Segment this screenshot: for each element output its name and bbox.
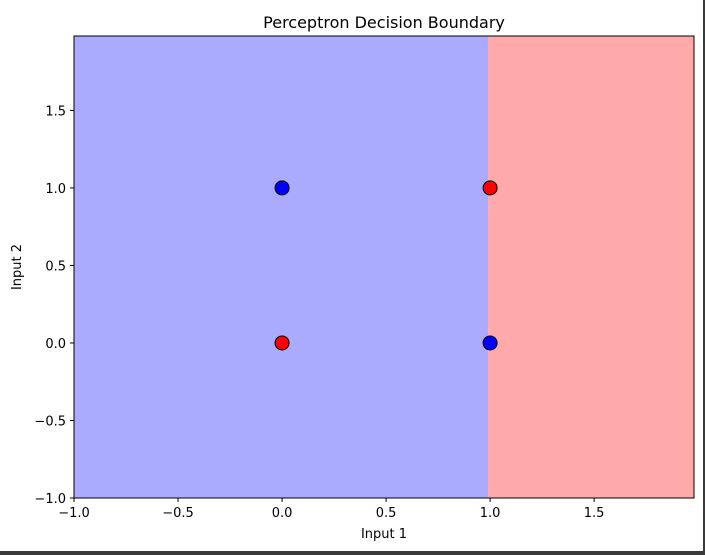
data-point-1 [274,180,290,196]
x-tick-label: 0.5 [376,506,397,521]
x-axis-ticks: −1.0 −0.5 0.0 0.5 1.0 1.5 [58,498,604,521]
y-tick-label: −0.5 [34,414,66,429]
data-points [274,180,498,351]
y-tick-label: 1.5 [45,104,66,119]
decision-region-0 [74,36,489,498]
decision-region-1 [488,36,694,498]
x-tick-label: 1.5 [584,506,605,521]
y-axis-label: Input 2 [10,244,25,290]
y-tick-label: 0.5 [45,259,66,274]
y-tick-label: −1.0 [34,492,66,507]
y-tick-label: 1.0 [45,182,66,197]
plot-frame [73,35,695,499]
data-point-2 [482,335,498,351]
x-tick-label: −1.0 [58,506,90,521]
x-tick-label: −0.5 [162,506,194,521]
data-point-3 [482,180,498,196]
x-tick-label: 1.0 [480,506,501,521]
chart-title: Perceptron Decision Boundary [263,13,505,32]
decision-regions [74,36,694,498]
y-axis-ticks: −1.0 −0.5 0.0 0.5 1.0 1.5 [34,104,74,507]
data-point-0 [274,335,290,351]
x-axis-label: Input 1 [361,527,407,542]
x-tick-label: 0.0 [272,506,293,521]
y-tick-label: 0.0 [45,337,66,352]
